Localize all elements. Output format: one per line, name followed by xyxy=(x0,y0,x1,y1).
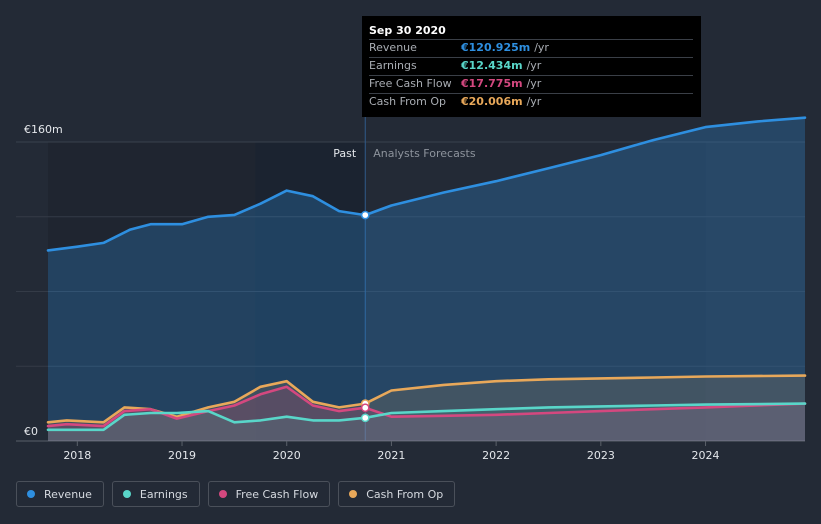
earnings-highlight-point xyxy=(360,413,370,423)
cash-from-op-area xyxy=(48,375,805,441)
x-tick-label: 2023 xyxy=(587,449,615,462)
tooltip-label: Revenue xyxy=(369,41,417,54)
x-tick-label: 2019 xyxy=(168,449,196,462)
x-tick-label: 2018 xyxy=(63,449,91,462)
tooltip-unit: /yr xyxy=(526,77,542,90)
revenue-dot-icon xyxy=(27,490,35,498)
x-tick-label: 2022 xyxy=(482,449,510,462)
revenue-line xyxy=(46,116,807,252)
tooltip-value: €20.006m xyxy=(461,95,523,108)
tooltip-label: Cash From Op xyxy=(369,95,447,108)
free-cash-flow-line xyxy=(46,385,807,428)
free-cash-flow-dot-icon xyxy=(218,490,227,498)
legend-label: Cash From Op xyxy=(366,487,444,501)
tooltip-unit: /yr xyxy=(534,41,549,54)
legend-label: Free Cash Flow xyxy=(235,487,319,501)
x-tick-label: 2024 xyxy=(692,449,720,462)
legend-item-free-cash-flow[interactable]: Free Cash Flow xyxy=(207,481,331,507)
y-tick-label: €160m xyxy=(24,123,63,136)
free-cash-flow-area xyxy=(48,386,805,441)
legend-label: Earnings xyxy=(139,487,188,501)
tooltip-value: €12.434m xyxy=(461,59,523,72)
forecast-label: Analysts Forecasts xyxy=(373,147,476,160)
tooltip-value: €120.925m xyxy=(461,41,531,54)
tooltip-row-free-cash-flow: Free Cash Flow €17.775m /yr xyxy=(369,75,693,93)
revenue-highlight-point xyxy=(360,210,370,220)
tooltip-label: Free Cash Flow xyxy=(369,77,452,90)
tooltip-row-earnings: Earnings €12.434m /yr xyxy=(369,57,693,75)
tooltip-value: €17.775m xyxy=(461,77,523,90)
tooltip-row-revenue: Revenue €120.925m /yr xyxy=(369,39,693,57)
legend-item-cash-from-op[interactable]: Cash From Op xyxy=(338,481,456,507)
legend: Revenue Earnings Free Cash Flow Cash Fro… xyxy=(16,481,456,507)
earnings-line xyxy=(46,402,807,432)
tooltip-label: Earnings xyxy=(369,59,417,72)
legend-item-revenue[interactable]: Revenue xyxy=(16,481,104,507)
free-cash-flow-highlight-point xyxy=(360,403,370,413)
tooltip-date: Sep 30 2020 xyxy=(369,24,446,37)
tooltip: Sep 30 2020 Revenue €120.925m /yr Earnin… xyxy=(362,16,701,117)
earnings-dot-icon xyxy=(122,490,131,498)
x-tick-label: 2021 xyxy=(377,449,405,462)
tooltip-row-cash-from-op: Cash From Op €20.006m /yr xyxy=(369,93,693,111)
y-tick-label: €0 xyxy=(24,425,38,438)
tooltip-unit: /yr xyxy=(526,59,542,72)
legend-label: Revenue xyxy=(44,487,92,501)
tooltip-unit: /yr xyxy=(526,95,542,108)
legend-item-earnings[interactable]: Earnings xyxy=(111,481,200,507)
x-tick-label: 2020 xyxy=(273,449,301,462)
cash-from-op-dot-icon xyxy=(349,490,358,498)
cash-from-op-line xyxy=(46,374,807,424)
earnings-area xyxy=(48,403,805,441)
past-label: Past xyxy=(333,147,357,160)
revenue-area xyxy=(48,117,805,441)
